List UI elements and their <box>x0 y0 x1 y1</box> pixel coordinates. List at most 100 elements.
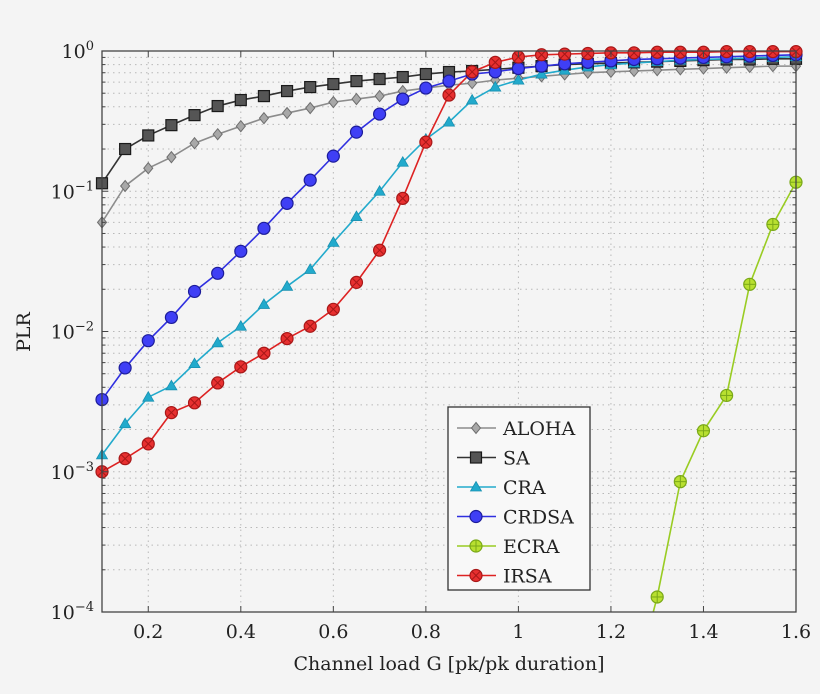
data-point-ecra <box>719 388 734 403</box>
data-point-aloha <box>258 111 270 125</box>
data-point-crdsa <box>396 92 410 106</box>
y-tick-exponent: −4 <box>75 600 94 615</box>
data-point-aloha <box>143 161 154 175</box>
data-point-crdsa <box>419 81 433 95</box>
data-point-cra <box>512 73 525 85</box>
data-point-ecra <box>743 277 757 291</box>
data-point-ecra <box>766 217 780 232</box>
data-point-sa <box>280 84 294 98</box>
x-tick-label: 0.2 <box>133 621 163 643</box>
x-tick-label: 0.4 <box>226 621 256 643</box>
y-tick-exponent: −2 <box>75 320 94 335</box>
legend-item-cra: CRA <box>457 477 546 499</box>
data-point-irsa <box>303 319 317 333</box>
data-point-cra <box>396 155 409 167</box>
data-point-aloha <box>351 92 362 106</box>
x-tick-label: 1.4 <box>688 621 718 643</box>
data-point-cra <box>465 93 479 105</box>
data-point-crdsa <box>234 244 248 258</box>
data-point-sa <box>188 109 201 122</box>
y-tick-base: 10 <box>51 322 75 344</box>
legend-marker-icon <box>469 509 483 524</box>
data-point-sa <box>419 67 432 81</box>
data-point-sa <box>304 80 317 94</box>
data-point-crdsa <box>164 310 178 325</box>
data-point-ecra <box>650 590 664 604</box>
legend-marker-icon <box>469 480 483 492</box>
y-tick-base: 10 <box>51 181 75 203</box>
legend-label: ECRA <box>503 536 560 558</box>
legend-label: IRSA <box>503 566 552 588</box>
data-point-crdsa <box>326 149 340 163</box>
legend-label: CRDSA <box>503 507 574 529</box>
data-point-sa <box>165 119 178 132</box>
data-point-sa <box>119 142 132 156</box>
legend-item-crdsa: CRDSA <box>457 507 574 529</box>
data-point-sa <box>350 75 363 88</box>
data-point-irsa <box>349 275 364 289</box>
data-point-aloha <box>189 136 200 150</box>
data-point-aloha <box>466 76 478 90</box>
data-point-sa <box>211 99 224 113</box>
legend-box <box>447 406 591 591</box>
data-point-sa <box>234 93 247 107</box>
data-point-irsa <box>118 452 132 466</box>
data-point-cra <box>234 319 247 331</box>
data-point-sa <box>327 77 340 91</box>
data-point-crdsa <box>534 59 549 73</box>
x-tick-label: 0.6 <box>318 621 348 643</box>
x-tick-label: 1 <box>512 621 524 643</box>
data-point-irsa <box>627 46 641 60</box>
data-point-irsa <box>673 45 687 59</box>
data-point-aloha <box>235 119 246 133</box>
data-point-aloha <box>328 95 339 109</box>
data-point-irsa <box>141 437 155 451</box>
y-tick-label: 10−4 <box>51 600 94 624</box>
legend-label: SA <box>503 448 530 470</box>
y-tick-exponent: −1 <box>75 179 94 194</box>
x-tick-label: 0.8 <box>411 621 441 643</box>
data-point-irsa <box>488 55 502 69</box>
data-point-irsa <box>581 46 595 61</box>
data-point-cra <box>489 80 502 92</box>
data-point-cra <box>327 236 340 247</box>
data-point-cra <box>118 417 132 429</box>
data-point-ecra <box>696 424 711 438</box>
data-point-irsa <box>280 331 294 346</box>
legend-marker-icon <box>469 539 483 553</box>
data-point-irsa <box>419 135 433 149</box>
data-point-crdsa <box>118 361 132 375</box>
y-tick-base: 10 <box>51 462 75 484</box>
markers-group <box>95 45 803 604</box>
data-point-crdsa <box>349 125 364 139</box>
data-point-cra <box>280 280 294 291</box>
y-tick-label: 10−3 <box>51 460 94 484</box>
data-point-aloha <box>119 179 131 193</box>
data-point-cra <box>350 210 363 221</box>
data-point-sa <box>396 70 409 84</box>
y-axis-label: PLR <box>13 311 35 351</box>
data-point-irsa <box>211 376 225 390</box>
data-point-cra <box>373 184 386 196</box>
legend: ALOHA SA CRA CRDSA ECRA IRSA <box>447 406 591 591</box>
data-point-irsa <box>650 45 664 59</box>
data-point-crdsa <box>141 334 155 348</box>
legend-marker-icon <box>469 568 483 583</box>
data-point-sa <box>373 72 386 86</box>
data-point-irsa <box>187 396 202 410</box>
y-tick-exponent: −3 <box>75 460 94 475</box>
x-tick-label: 1.2 <box>596 621 626 643</box>
data-point-irsa <box>257 346 271 360</box>
legend-item-aloha: ALOHA <box>457 418 575 440</box>
legend-item-sa: SA <box>457 448 530 470</box>
data-point-aloha <box>374 89 385 103</box>
data-point-irsa <box>234 360 248 374</box>
data-point-cra <box>535 67 548 79</box>
data-point-ecra <box>673 475 687 489</box>
data-point-crdsa <box>303 173 317 187</box>
data-point-crdsa <box>442 74 456 88</box>
x-axis-label: Channel load G [pk/pk duration] <box>293 653 604 675</box>
legend-label: CRA <box>503 477 546 499</box>
data-point-cra <box>165 379 178 391</box>
